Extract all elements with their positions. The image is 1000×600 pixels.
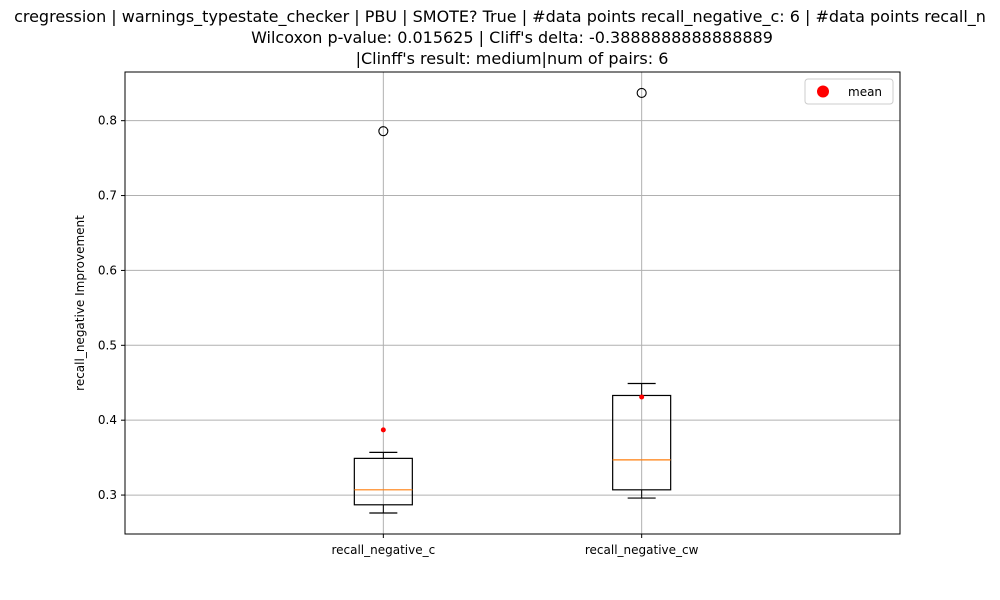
outlier-point bbox=[378, 126, 389, 137]
chart-title-line-2: Wilcoxon p-value: 0.015625 | Cliff's del… bbox=[251, 28, 773, 47]
legend-box bbox=[804, 78, 894, 105]
legend-label-mean: mean bbox=[848, 85, 882, 99]
box-iqr bbox=[353, 457, 413, 506]
y-axis-label: recall_negative Improvement bbox=[73, 215, 87, 391]
y-tick-label: 0.6 bbox=[98, 263, 117, 277]
chart-title-line-1: cregression | warnings_typestate_checker… bbox=[14, 7, 986, 27]
y-tick-label: 0.4 bbox=[98, 413, 117, 427]
y-tick-label: 0.7 bbox=[98, 189, 117, 203]
mean-marker bbox=[639, 394, 645, 400]
legend: mean bbox=[804, 78, 894, 105]
y-tick-label: 0.8 bbox=[98, 114, 117, 128]
boxplot-recall_negative_cw bbox=[612, 87, 672, 499]
legend-mean-marker bbox=[817, 85, 829, 98]
x-tick-label: recall_negative_cw bbox=[585, 543, 699, 557]
plot-area-frame bbox=[124, 71, 901, 535]
y-tick-label: 0.5 bbox=[98, 338, 117, 352]
boxplot-recall_negative_c bbox=[353, 126, 413, 514]
x-ticks: recall_negative_c recall_negative_cw bbox=[331, 534, 699, 557]
x-tick-label: recall_negative_c bbox=[331, 543, 435, 557]
outlier-point bbox=[636, 87, 647, 99]
chart-title-line-3: |Clinff's result: medium|num of pairs: 6 bbox=[356, 49, 669, 68]
box-layer bbox=[353, 87, 672, 514]
y-tick-label: 0.3 bbox=[98, 488, 117, 502]
y-ticks: 0.3 0.4 0.5 0.6 0.7 0.8 bbox=[98, 114, 125, 502]
mean-marker bbox=[380, 427, 386, 433]
